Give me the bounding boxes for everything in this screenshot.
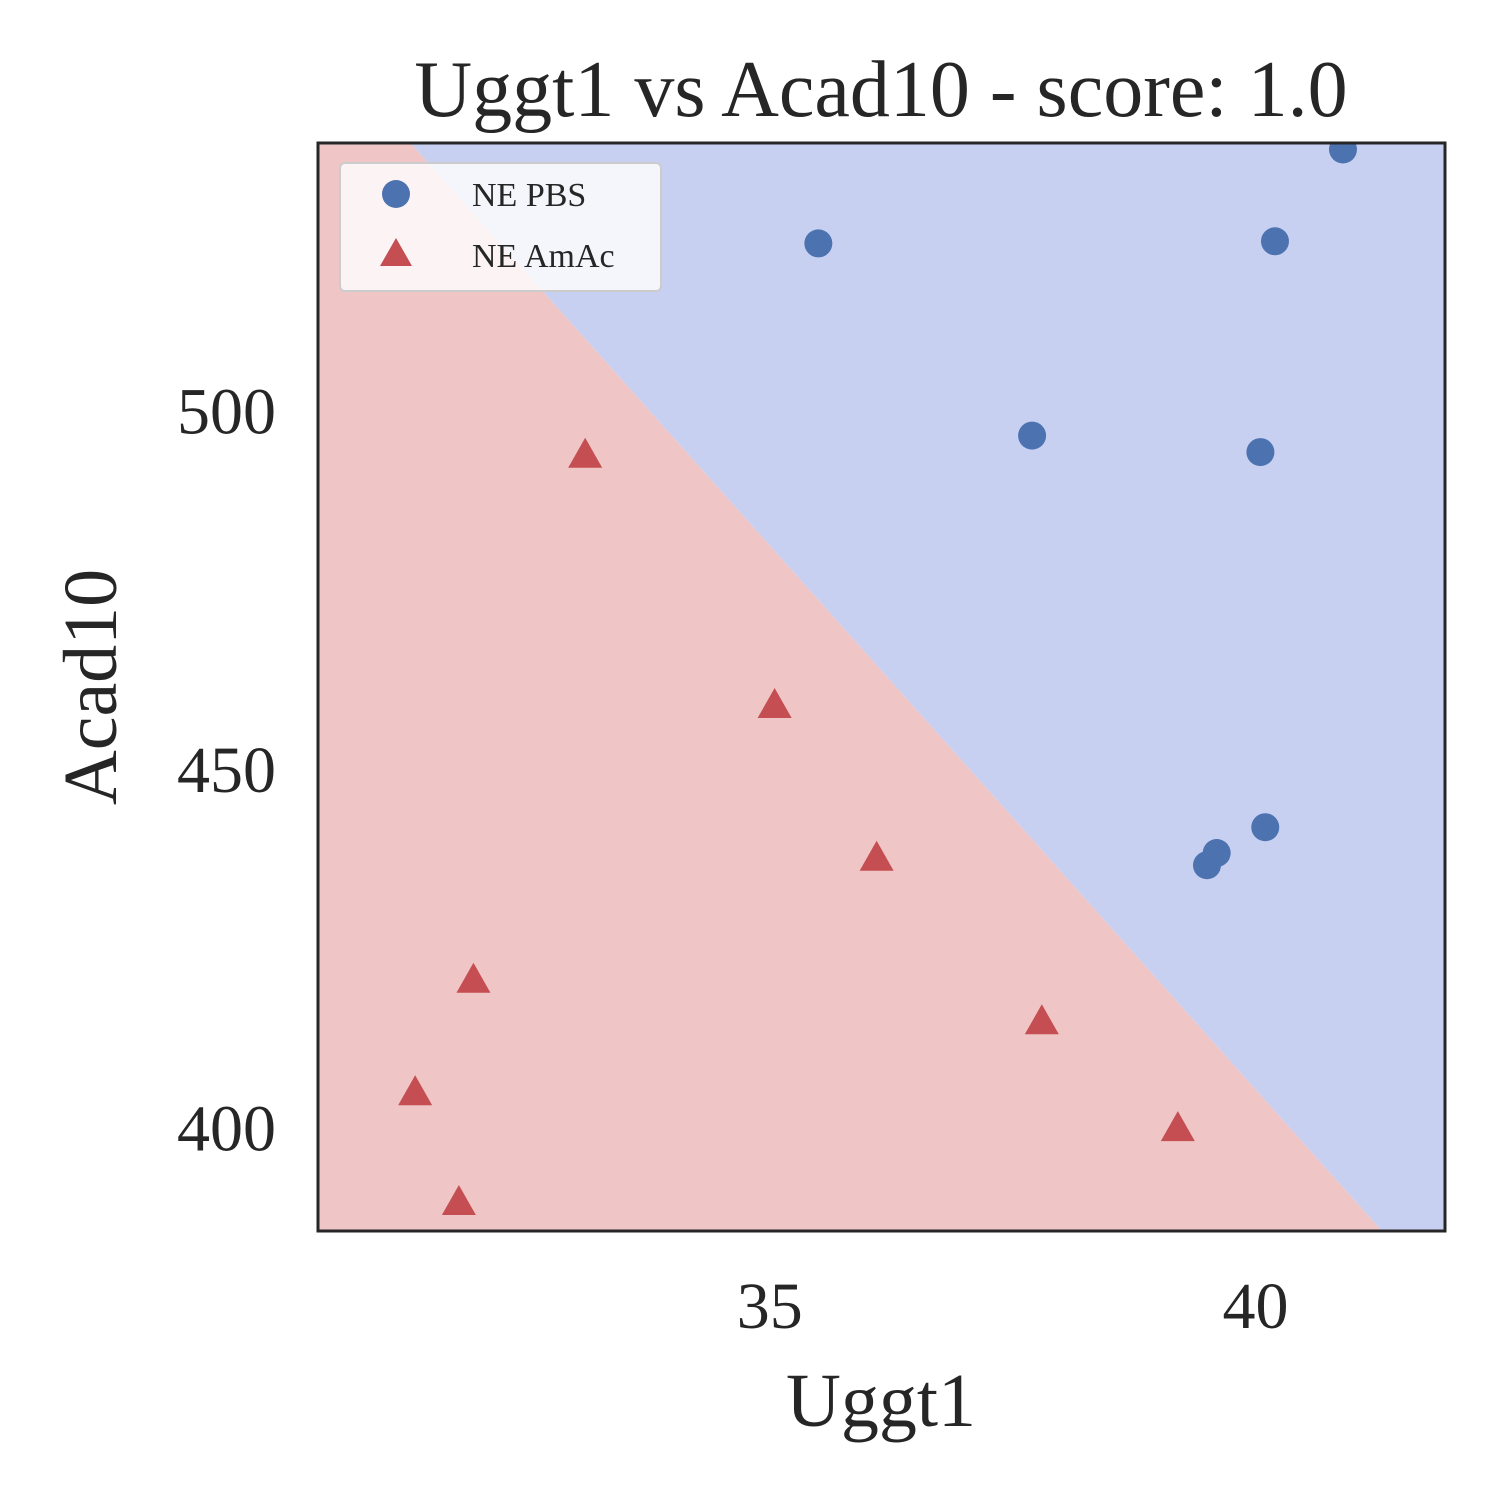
- point-ne-amac-1: [757, 688, 792, 719]
- point-ne-pbs-4: [1246, 438, 1275, 467]
- point-ne-amac-3: [456, 962, 491, 993]
- y-tick-labels: 400 450 500: [177, 376, 276, 1166]
- point-ne-amac-4: [398, 1075, 433, 1106]
- legend-label-ne-amac: NE AmAc: [472, 238, 615, 275]
- y-tick-label-450: 450: [177, 734, 276, 807]
- plot-frame: [316, 141, 1447, 1233]
- y-axis-label: Acad10: [49, 569, 133, 805]
- region-ne-pbs: [410, 143, 1445, 1231]
- point-ne-pbs-1: [1328, 143, 1357, 164]
- point-ne-pbs-2: [1260, 227, 1289, 256]
- legend-marker-ne-amac: [380, 238, 412, 266]
- region-ne-amac: [318, 143, 1382, 1231]
- legend-box: [339, 162, 662, 292]
- point-ne-pbs-7: [1192, 851, 1221, 880]
- x-tick-label-35: 35: [737, 1270, 803, 1343]
- point-ne-amac-7: [1160, 1111, 1195, 1142]
- y-tick-label-400: 400: [177, 1093, 276, 1166]
- point-ne-amac-6: [1024, 1004, 1059, 1035]
- legend: NE PBS NE AmAc: [339, 162, 662, 292]
- point-ne-pbs-0: [804, 229, 833, 258]
- point-ne-amac-5: [441, 1185, 476, 1216]
- data-points: [398, 143, 1357, 1216]
- legend-marker-ne-pbs: [382, 180, 410, 208]
- y-tick-label-500: 500: [177, 376, 276, 449]
- point-ne-amac-0: [568, 437, 603, 468]
- x-axis-label: Uggt1: [786, 1359, 976, 1443]
- point-ne-amac-2: [859, 840, 894, 871]
- point-ne-pbs-3: [1018, 421, 1047, 450]
- chart-title: Uggt1 vs Acad10 - score: 1.0: [414, 46, 1347, 134]
- x-tick-label-40: 40: [1223, 1270, 1289, 1343]
- legend-label-ne-pbs: NE PBS: [472, 177, 586, 214]
- x-tick-labels: 35 40: [737, 1270, 1289, 1343]
- point-ne-pbs-5: [1251, 813, 1280, 842]
- decision-regions: [318, 143, 1445, 1231]
